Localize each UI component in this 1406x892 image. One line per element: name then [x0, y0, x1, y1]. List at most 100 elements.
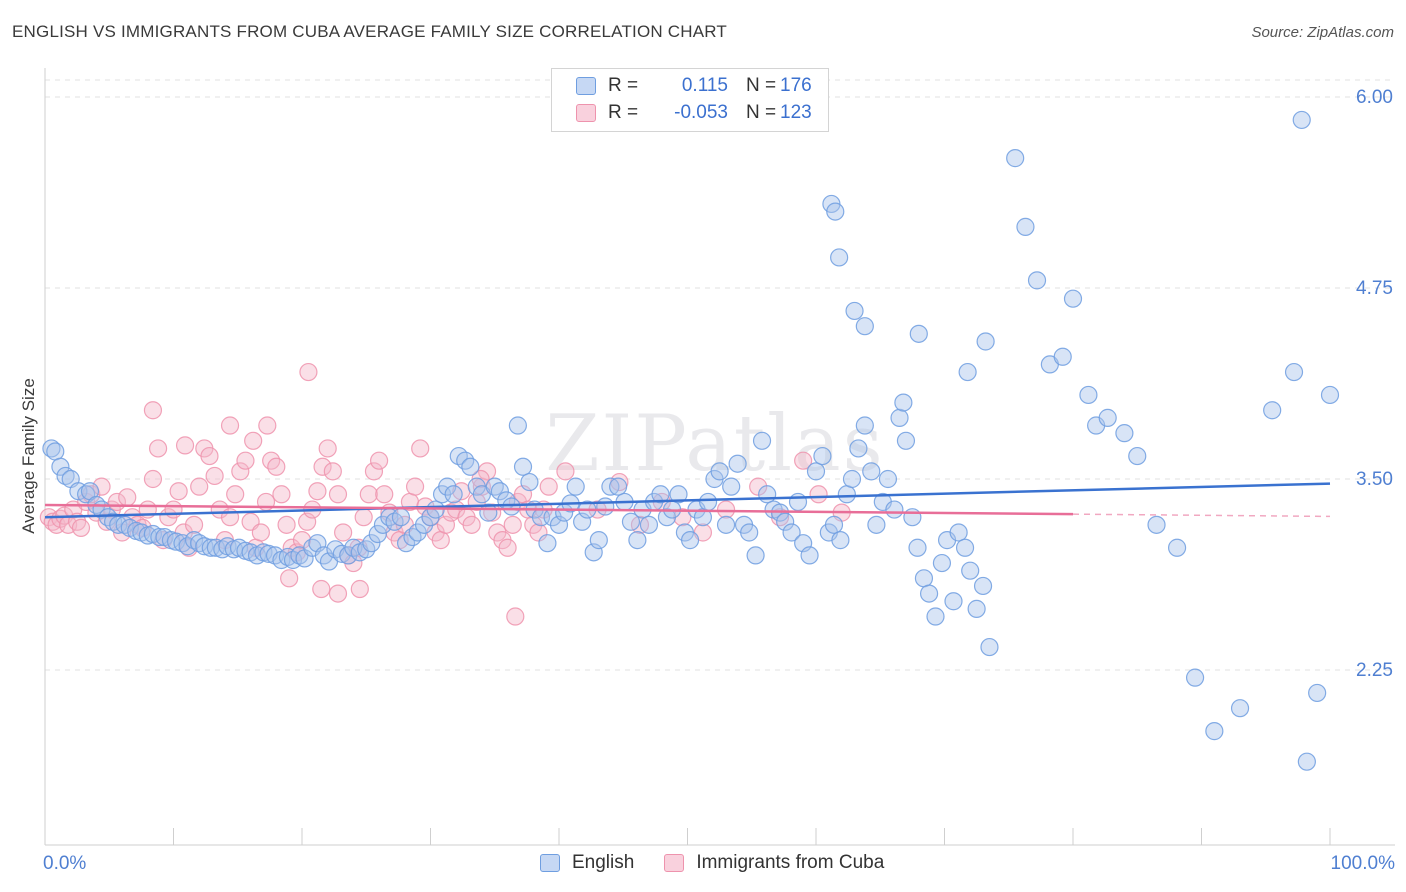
x-tick-label: 0.0%	[43, 853, 86, 874]
english-point	[955, 538, 975, 557]
english-point	[758, 485, 777, 504]
english-point	[444, 485, 463, 504]
english-point	[669, 485, 688, 504]
stats-n-label: N =	[746, 75, 777, 96]
english-point	[1320, 385, 1340, 405]
english-point	[621, 512, 641, 531]
english-point	[1079, 385, 1098, 405]
cuba-point	[292, 531, 312, 550]
legend-item-english[interactable]: English	[540, 852, 634, 874]
cuba-point	[318, 439, 337, 458]
english-point	[184, 531, 204, 550]
english-point	[1230, 699, 1250, 718]
cuba-point	[175, 436, 195, 455]
x-tick-label: 100.0%	[1331, 853, 1396, 874]
english-point	[944, 592, 963, 611]
english-point	[589, 531, 608, 550]
cuba-point	[92, 477, 111, 496]
english-point	[885, 500, 904, 519]
cuba-point	[503, 515, 522, 534]
english-point	[961, 561, 980, 580]
stats-r-value: -0.053	[674, 102, 728, 123]
cuba-point	[200, 446, 219, 466]
english-point	[896, 431, 916, 450]
cuba-point	[431, 531, 450, 550]
english-point	[862, 462, 881, 481]
english-point	[740, 523, 759, 542]
cuba-point	[267, 457, 286, 476]
watermark: ZIPatlas	[545, 399, 884, 489]
english-point	[716, 515, 736, 534]
cuba-point	[716, 500, 736, 519]
english-point	[1205, 722, 1224, 741]
cuba-point	[148, 439, 168, 458]
english-point	[639, 515, 659, 534]
english-point	[826, 202, 845, 221]
stats-row-cuba: R = -0.053 N = 123	[576, 102, 812, 124]
english-point	[368, 524, 387, 544]
cuba-point	[169, 482, 188, 501]
english-point	[813, 446, 832, 466]
english-point	[752, 431, 772, 450]
english-point	[1308, 683, 1327, 703]
cuba-point	[364, 462, 384, 481]
cuba-point	[405, 477, 425, 496]
legend-item-cuba[interactable]: Immigrants from Cuba	[664, 852, 884, 874]
cuba-point	[143, 469, 163, 489]
english-point	[520, 472, 539, 492]
english-point	[776, 512, 795, 531]
cuba-point	[498, 538, 517, 557]
english-point	[373, 515, 393, 534]
english-point	[206, 538, 226, 557]
y-tick-label: 2.25	[1356, 660, 1393, 681]
cuba-point	[809, 485, 828, 504]
cuba-trendline	[44, 503, 1074, 516]
english-point	[932, 553, 952, 573]
cuba-point	[794, 451, 813, 470]
english-point	[698, 492, 718, 512]
legend-label-cuba: Immigrants from Cuba	[696, 852, 885, 873]
english-point	[51, 457, 70, 476]
cuba-point	[118, 488, 137, 507]
cuba-point	[506, 607, 525, 626]
cuba-point	[334, 523, 353, 542]
english-point	[980, 637, 999, 657]
legend-swatch-english	[540, 854, 560, 872]
english-point	[508, 416, 527, 435]
cuba-point	[411, 439, 430, 458]
cuba-point	[280, 569, 299, 588]
english-point	[782, 523, 801, 542]
english-point	[461, 457, 480, 476]
cuba-point	[354, 508, 373, 527]
english-point	[438, 477, 457, 496]
cuba-point	[477, 462, 497, 481]
english-point	[926, 607, 945, 626]
english-point	[502, 497, 521, 516]
english-point	[908, 538, 927, 557]
cuba-point	[328, 584, 348, 603]
english-point	[1016, 217, 1035, 236]
english-point	[824, 515, 844, 534]
english-point	[1063, 289, 1083, 308]
english-point	[967, 599, 986, 618]
english-point	[680, 531, 700, 550]
english-point	[830, 248, 849, 267]
cuba-point	[370, 451, 389, 470]
english-point	[849, 439, 868, 458]
english-point	[949, 523, 968, 542]
stats-n-value: 123	[780, 102, 812, 123]
english-point	[800, 546, 819, 565]
stats-r-label: R =	[608, 102, 639, 123]
english-point	[651, 485, 670, 504]
y-tick-label: 4.75	[1356, 278, 1393, 299]
cuba-point	[71, 518, 91, 537]
english-point	[408, 523, 427, 542]
cuba-point	[236, 451, 255, 470]
english-point	[746, 546, 765, 565]
english-point	[1006, 149, 1025, 168]
english-point	[166, 532, 186, 551]
english-point	[391, 508, 411, 527]
english-point	[1263, 401, 1282, 420]
cuba-point	[244, 431, 263, 450]
stats-n-value: 176	[780, 75, 812, 96]
